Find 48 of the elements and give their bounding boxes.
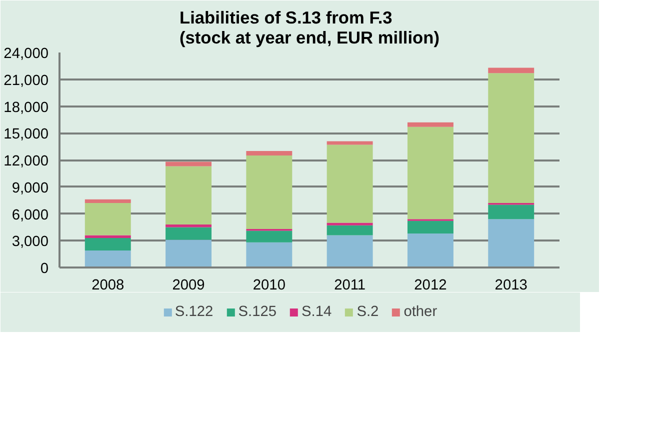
bar	[84, 238, 131, 250]
x-tick-label: 2013	[494, 278, 528, 294]
x-tick-label: 2008	[92, 278, 124, 294]
bar	[166, 240, 212, 268]
bar	[407, 122, 454, 127]
bar	[84, 235, 131, 238]
bar	[407, 233, 454, 268]
x-tick-label: 2010	[252, 278, 286, 294]
bar	[246, 156, 292, 229]
y-tick-label: 0	[40, 261, 49, 277]
bar	[326, 144, 373, 223]
bar	[84, 250, 131, 268]
bar	[246, 242, 292, 268]
x-tick-label: 2011	[334, 278, 366, 294]
y-tick-label: 15,000	[4, 126, 48, 143]
bar	[166, 166, 212, 224]
y-tick-label: 9,000	[12, 180, 49, 196]
bar	[326, 141, 373, 145]
y-tick-label: 3,000	[12, 234, 49, 250]
bar	[84, 199, 131, 203]
bar	[166, 162, 212, 166]
bar	[407, 126, 454, 220]
legend-label: S.122	[174, 304, 214, 320]
x-tick-label: 2009	[172, 278, 205, 294]
x-tick-label: 2012	[414, 278, 447, 294]
y-tick-label: 12,000	[4, 154, 48, 170]
bar	[326, 222, 373, 226]
bar	[488, 73, 534, 203]
bar	[407, 220, 454, 234]
bar	[326, 225, 373, 236]
y-tick-label: 24,000	[4, 46, 48, 62]
legend-label: other	[404, 304, 438, 320]
bar	[488, 68, 534, 74]
legend-label: S.14	[302, 304, 332, 320]
bar	[166, 227, 212, 240]
bar	[326, 235, 373, 268]
bar	[166, 224, 212, 228]
chart-title: Liabilities of S.13 from F.3 (stock at year end, EUR million)	[180, 8, 440, 48]
legend-label: S.2	[356, 304, 379, 320]
bar	[488, 204, 534, 220]
bar	[246, 151, 292, 156]
y-tick-label: 21,000	[4, 72, 48, 89]
bar	[488, 219, 534, 268]
bar	[84, 203, 131, 236]
y-tick-label: 18,000	[4, 100, 48, 116]
legend-label: S.125	[238, 304, 277, 320]
y-tick-label: 6,000	[12, 207, 49, 224]
bar	[246, 230, 292, 242]
